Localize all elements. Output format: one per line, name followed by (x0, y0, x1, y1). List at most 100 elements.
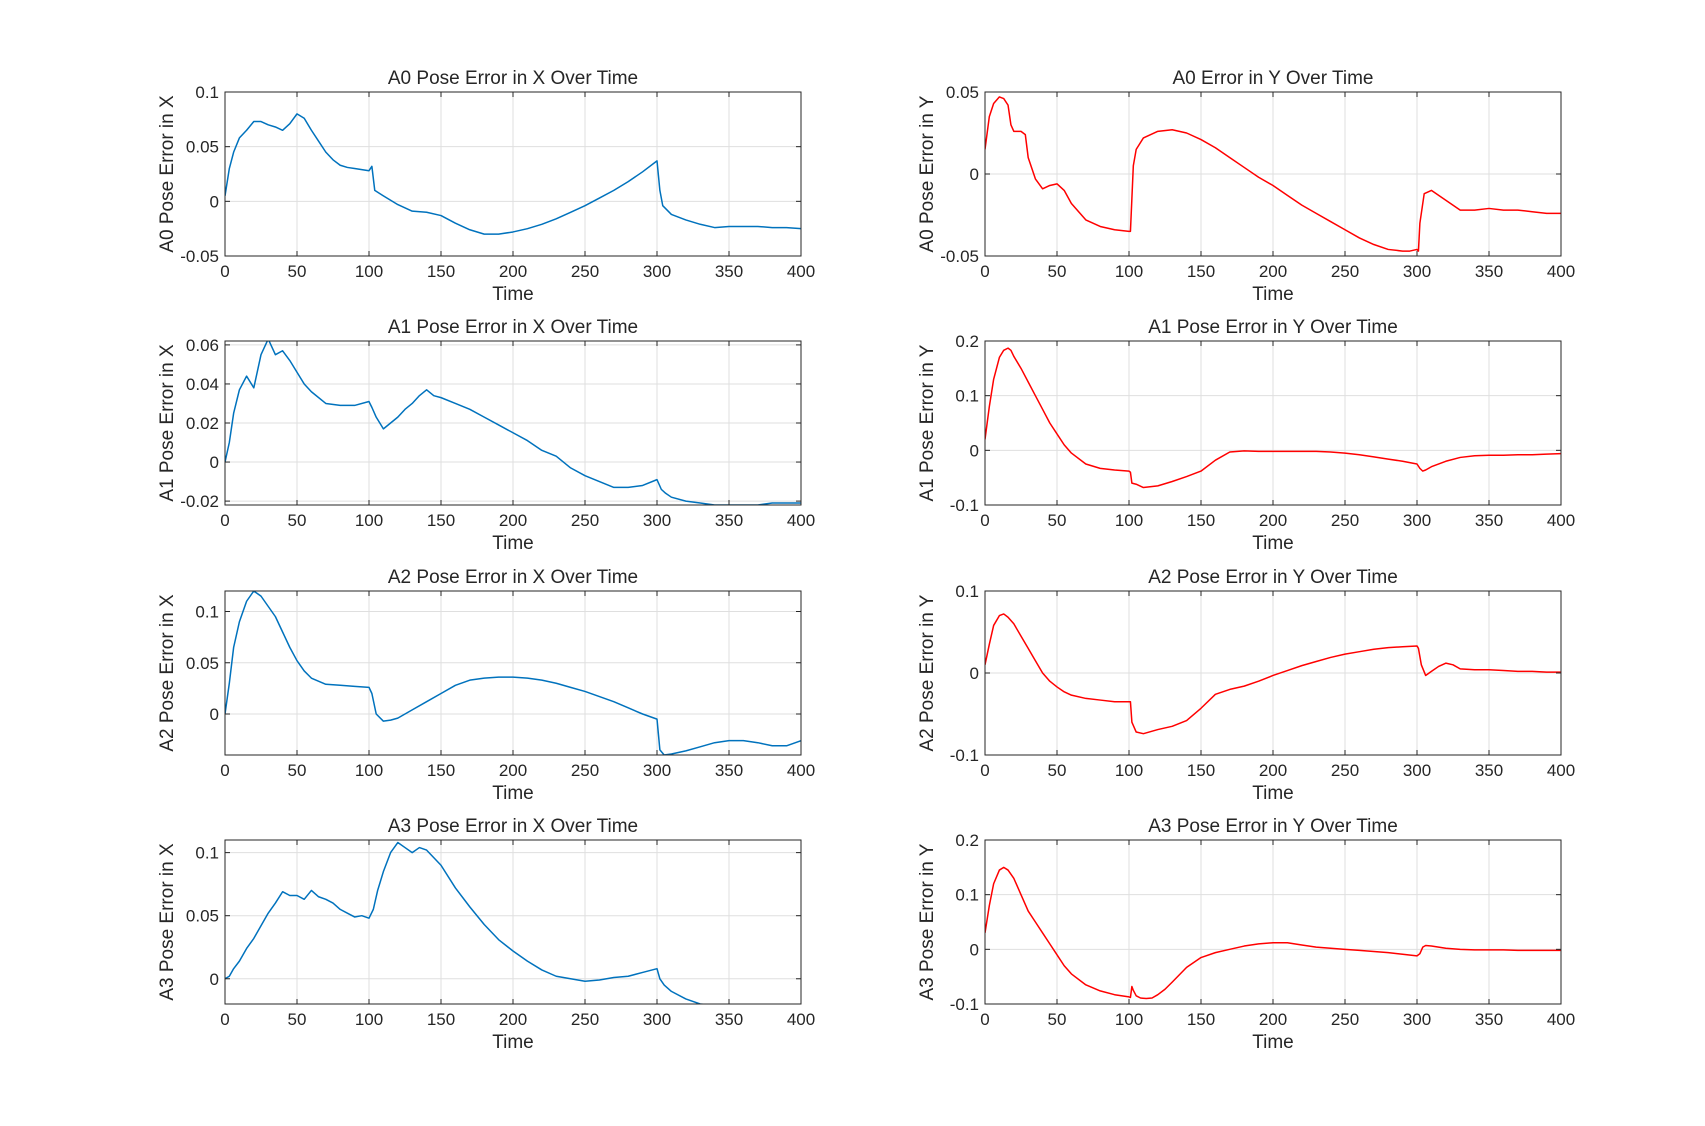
x-tick-label: 300 (643, 511, 671, 530)
x-tick-label: 50 (1048, 1010, 1067, 1029)
subplot-8: 0 50 100 150 200 250 300 350 400-0.100.10.2A3 Po… (917, 816, 1575, 1053)
x-tick-label: 300 (1403, 761, 1431, 780)
y-axis-label: A2 Pose Error in Y (917, 594, 938, 751)
x-tick-label: 300 (643, 262, 671, 281)
y-tick-label: 0 (970, 441, 979, 460)
x-tick-label: 200 (1259, 761, 1287, 780)
x-tick-label: 350 (1475, 1010, 1503, 1029)
x-axis-label: Time (492, 533, 534, 554)
chart-title: A3 Pose Error in Y Over Time (1148, 816, 1398, 837)
y-tick-label: 0 (970, 940, 979, 959)
x-tick-label: 0 (220, 511, 229, 530)
x-tick-label: 200 (1259, 262, 1287, 281)
series-line (225, 113, 801, 235)
y-tick-label: 0.05 (946, 83, 979, 102)
x-tick-label: 0 (980, 262, 989, 281)
x-axis-label: Time (1252, 284, 1294, 305)
x-axis-label: Time (492, 1032, 534, 1053)
subplot-4: 0 50 100 150 200 250 300 350 400-0.100.10.2A1 Po… (917, 317, 1575, 554)
y-axis-label: A0 Pose Error in X (157, 95, 178, 253)
x-tick-label: 0 (980, 511, 989, 530)
y-tick-label: 0 (210, 970, 219, 989)
chart-title: A1 Pose Error in X Over Time (388, 317, 638, 338)
y-tick-label: -0.02 (180, 492, 219, 511)
y-tick-label: 0.1 (195, 603, 219, 622)
y-tick-label: 0.1 (955, 387, 979, 406)
x-axis-label: Time (492, 284, 534, 305)
y-axis-label: A1 Pose Error in X (157, 344, 178, 502)
x-axis-label: Time (1252, 783, 1294, 804)
subplot-5: 0 50 100 150 200 250 300 350 400 0 0.05 0.1 A2 Pose … (157, 567, 815, 804)
y-tick-label: 0 (210, 192, 219, 211)
x-tick-label: 150 (1187, 262, 1215, 281)
chart-title: A2 Pose Error in X Over Time (388, 567, 638, 588)
x-tick-label: 300 (643, 761, 671, 780)
chart-title: A0 Error in Y Over Time (1173, 68, 1374, 89)
x-tick-label: 50 (288, 511, 307, 530)
x-tick-label: 100 (1115, 1010, 1143, 1029)
y-tick-label: 0.04 (186, 375, 219, 394)
x-tick-label: 250 (1331, 511, 1359, 530)
x-tick-label: 400 (1547, 761, 1575, 780)
y-tick-label: 0.06 (186, 336, 219, 355)
subplot-7: 0 50 100 150 200 250 300 350 400 0 0.05 0.1 A3 Pose … (157, 816, 815, 1053)
x-tick-label: 250 (1331, 1010, 1359, 1029)
y-tick-label: 0 (210, 453, 219, 472)
x-tick-label: 0 (220, 262, 229, 281)
series-line (225, 591, 801, 755)
y-axis-label: A2 Pose Error in X (157, 594, 178, 752)
x-tick-label: 100 (355, 511, 383, 530)
y-tick-label: 0.05 (186, 907, 219, 926)
y-tick-label: 0.1 (195, 844, 219, 863)
x-axis-label: Time (492, 783, 534, 804)
x-tick-label: 300 (643, 1010, 671, 1029)
y-tick-label: 0.1 (955, 886, 979, 905)
x-tick-label: 0 (220, 1010, 229, 1029)
x-tick-label: 100 (1115, 761, 1143, 780)
x-tick-label: 400 (1547, 511, 1575, 530)
subplot-6: 0 50 100 150 200 250 300 350 400-0.100.1A2 Pose … (917, 567, 1575, 804)
y-tick-label: -0.1 (950, 746, 979, 765)
y-tick-label: -0.1 (950, 995, 979, 1014)
x-tick-label: 0 (980, 1010, 989, 1029)
x-tick-label: 150 (1187, 761, 1215, 780)
x-tick-label: 200 (499, 262, 527, 281)
chart-title: A1 Pose Error in Y Over Time (1148, 317, 1398, 338)
x-tick-label: 200 (499, 511, 527, 530)
x-tick-label: 50 (1048, 511, 1067, 530)
y-axis-label: A3 Pose Error in Y (917, 843, 938, 1000)
x-tick-label: 400 (1547, 262, 1575, 281)
x-tick-label: 300 (1403, 1010, 1431, 1029)
x-tick-label: 200 (499, 1010, 527, 1029)
x-tick-label: 100 (355, 1010, 383, 1029)
x-tick-label: 100 (1115, 511, 1143, 530)
x-tick-label: 0 (220, 761, 229, 780)
x-tick-label: 400 (787, 262, 815, 281)
y-tick-label: 0.05 (186, 138, 219, 157)
x-tick-label: 0 (980, 761, 989, 780)
y-tick-label: 0 (970, 165, 979, 184)
x-tick-label: 200 (1259, 1010, 1287, 1029)
y-tick-label: 0.2 (955, 332, 979, 351)
x-tick-label: 400 (787, 1010, 815, 1029)
x-tick-label: 50 (288, 262, 307, 281)
x-tick-label: 150 (1187, 511, 1215, 530)
y-tick-label: 0 (210, 705, 219, 724)
subplot-3: 0 50 100 150 200 250 300 350 400-0.0200.020.040.… (157, 317, 815, 554)
x-tick-label: 250 (1331, 262, 1359, 281)
y-tick-label: 0.1 (195, 83, 219, 102)
y-axis-label: A0 Pose Error in Y (917, 95, 938, 252)
x-tick-label: 300 (1403, 262, 1431, 281)
x-axis-label: Time (1252, 1032, 1294, 1053)
x-tick-label: 50 (1048, 262, 1067, 281)
series-line (985, 866, 1561, 1000)
y-tick-label: -0.05 (940, 247, 979, 266)
x-tick-label: 400 (1547, 1010, 1575, 1029)
y-axis-label: A1 Pose Error in Y (917, 344, 938, 501)
x-tick-label: 350 (715, 761, 743, 780)
x-tick-label: 350 (715, 511, 743, 530)
x-tick-label: 50 (288, 1010, 307, 1029)
x-tick-label: 400 (787, 761, 815, 780)
